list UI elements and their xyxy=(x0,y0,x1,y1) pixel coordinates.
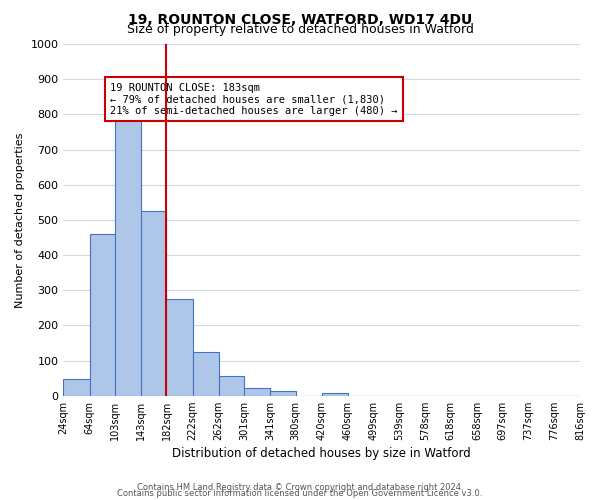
Text: 19, ROUNTON CLOSE, WATFORD, WD17 4DU: 19, ROUNTON CLOSE, WATFORD, WD17 4DU xyxy=(128,12,472,26)
Bar xyxy=(270,392,296,396)
Bar xyxy=(218,376,244,396)
Bar xyxy=(322,393,348,396)
Text: Contains HM Land Registry data © Crown copyright and database right 2024.: Contains HM Land Registry data © Crown c… xyxy=(137,484,463,492)
Text: Contains public sector information licensed under the Open Government Licence v3: Contains public sector information licen… xyxy=(118,490,482,498)
X-axis label: Distribution of detached houses by size in Watford: Distribution of detached houses by size … xyxy=(172,447,471,460)
Text: Size of property relative to detached houses in Watford: Size of property relative to detached ho… xyxy=(127,22,473,36)
Y-axis label: Number of detached properties: Number of detached properties xyxy=(15,132,25,308)
Bar xyxy=(115,111,141,396)
Bar xyxy=(64,379,89,396)
Bar xyxy=(193,352,218,396)
Bar xyxy=(166,299,193,396)
Text: 19 ROUNTON CLOSE: 183sqm
← 79% of detached houses are smaller (1,830)
21% of sem: 19 ROUNTON CLOSE: 183sqm ← 79% of detach… xyxy=(110,82,397,116)
Bar xyxy=(244,388,270,396)
Bar xyxy=(141,211,166,396)
Bar xyxy=(89,234,115,396)
